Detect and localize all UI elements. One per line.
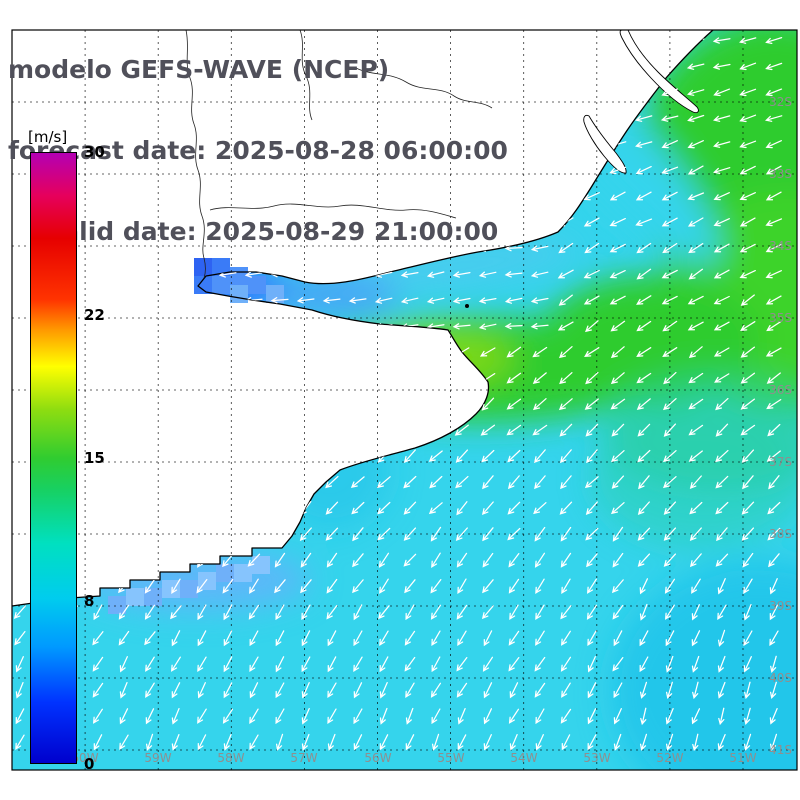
grid-cell <box>194 258 212 276</box>
coastline <box>11 29 714 607</box>
colorbar-tick: 0 <box>84 755 95 773</box>
grid-cell <box>248 276 266 294</box>
valid-date: valid date: 2025-08-29 21:00:00 <box>46 217 499 246</box>
grid-cell <box>266 285 284 303</box>
lon-label: 54W <box>510 751 537 765</box>
intensity-blob <box>610 560 797 770</box>
grid-cell <box>216 564 234 582</box>
coastal-grid-cells <box>108 258 284 614</box>
lat-label: 38S <box>769 527 792 541</box>
grid-cell <box>252 556 270 574</box>
grid-labels: 32S 33S 34S 35S 36S 37S 38S 39S 40S 41S 60W 59W 58W 5… <box>71 95 792 765</box>
lon-label: 60W <box>71 751 98 765</box>
grid-cell <box>144 588 162 606</box>
intensity-blob <box>341 241 579 291</box>
colorbar-tick: 22 <box>84 306 105 325</box>
lagoon-outline <box>583 114 627 174</box>
lat-label: 33S <box>769 167 792 181</box>
lat-label: 36S <box>769 383 792 397</box>
grid-cell <box>194 276 212 294</box>
grid-cell <box>162 580 180 598</box>
lat-label: 39S <box>769 599 792 613</box>
grid-cell <box>180 580 198 598</box>
grid-cell <box>234 564 252 582</box>
lon-label: 56W <box>364 751 391 765</box>
lat-label: 35S <box>769 311 792 325</box>
colorbar-tick: 15 <box>84 449 105 467</box>
river-line <box>299 29 313 121</box>
lon-label: 55W <box>437 751 464 765</box>
colorbar-tick: 8 <box>84 591 95 610</box>
lat-label: 40S <box>769 671 792 685</box>
lat-label: 32S <box>769 95 792 109</box>
lon-label: 51W <box>729 751 756 765</box>
model-title: modelo GEFS-WAVE (NCEP) <box>8 55 390 84</box>
lon-label: 52W <box>656 751 683 765</box>
river-line <box>209 203 457 219</box>
colorbar-gradient <box>30 152 77 764</box>
title-block: modelo GEFS-WAVE (NCEP) forecast date: 2… <box>8 2 508 299</box>
lat-label: 37S <box>769 455 792 469</box>
grid-cell <box>212 258 230 276</box>
map-frame <box>11 29 798 771</box>
lon-label: 57W <box>290 751 317 765</box>
intensity-blob <box>260 273 400 317</box>
forecast-date: forecast date: 2025-08-28 06:00:00 <box>8 136 508 165</box>
lat-label: 34S <box>769 239 792 253</box>
lon-label: 58W <box>217 751 244 765</box>
colorbar-unit-label: [m/s] <box>28 128 68 146</box>
grid-cell <box>108 596 126 614</box>
lagoon-outline <box>619 29 699 114</box>
lon-label: 59W <box>144 751 171 765</box>
island-dot <box>465 304 469 308</box>
grid-cell <box>126 588 144 606</box>
grid-cell <box>212 276 230 294</box>
river-line <box>355 67 493 109</box>
lon-label: 53W <box>583 751 610 765</box>
colorbar-tick: 30 <box>84 143 105 161</box>
lat-label: 41S <box>769 743 792 757</box>
river-line <box>185 29 206 279</box>
